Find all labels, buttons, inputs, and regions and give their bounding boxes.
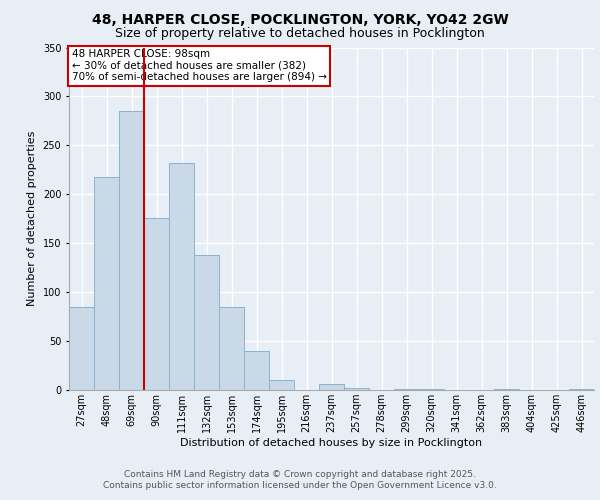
Y-axis label: Number of detached properties: Number of detached properties xyxy=(27,131,37,306)
Bar xyxy=(319,384,344,390)
Bar xyxy=(494,389,519,390)
Bar xyxy=(344,388,369,390)
Text: Contains HM Land Registry data © Crown copyright and database right 2025.: Contains HM Land Registry data © Crown c… xyxy=(124,470,476,479)
Bar xyxy=(169,163,194,390)
Bar xyxy=(394,389,419,390)
Bar xyxy=(569,389,594,390)
Text: Size of property relative to detached houses in Pocklington: Size of property relative to detached ho… xyxy=(115,28,485,40)
Bar xyxy=(144,218,169,390)
Text: 48, HARPER CLOSE, POCKLINGTON, YORK, YO42 2GW: 48, HARPER CLOSE, POCKLINGTON, YORK, YO4… xyxy=(92,12,508,26)
Text: 48 HARPER CLOSE: 98sqm
← 30% of detached houses are smaller (382)
70% of semi-de: 48 HARPER CLOSE: 98sqm ← 30% of detached… xyxy=(71,49,326,82)
Bar xyxy=(94,176,119,390)
Bar xyxy=(219,307,244,390)
Bar xyxy=(119,111,144,390)
Bar xyxy=(244,351,269,390)
X-axis label: Distribution of detached houses by size in Pocklington: Distribution of detached houses by size … xyxy=(181,438,482,448)
Bar xyxy=(269,380,294,390)
Bar xyxy=(194,255,219,390)
Text: Contains public sector information licensed under the Open Government Licence v3: Contains public sector information licen… xyxy=(103,481,497,490)
Bar xyxy=(419,389,444,390)
Bar xyxy=(69,307,94,390)
